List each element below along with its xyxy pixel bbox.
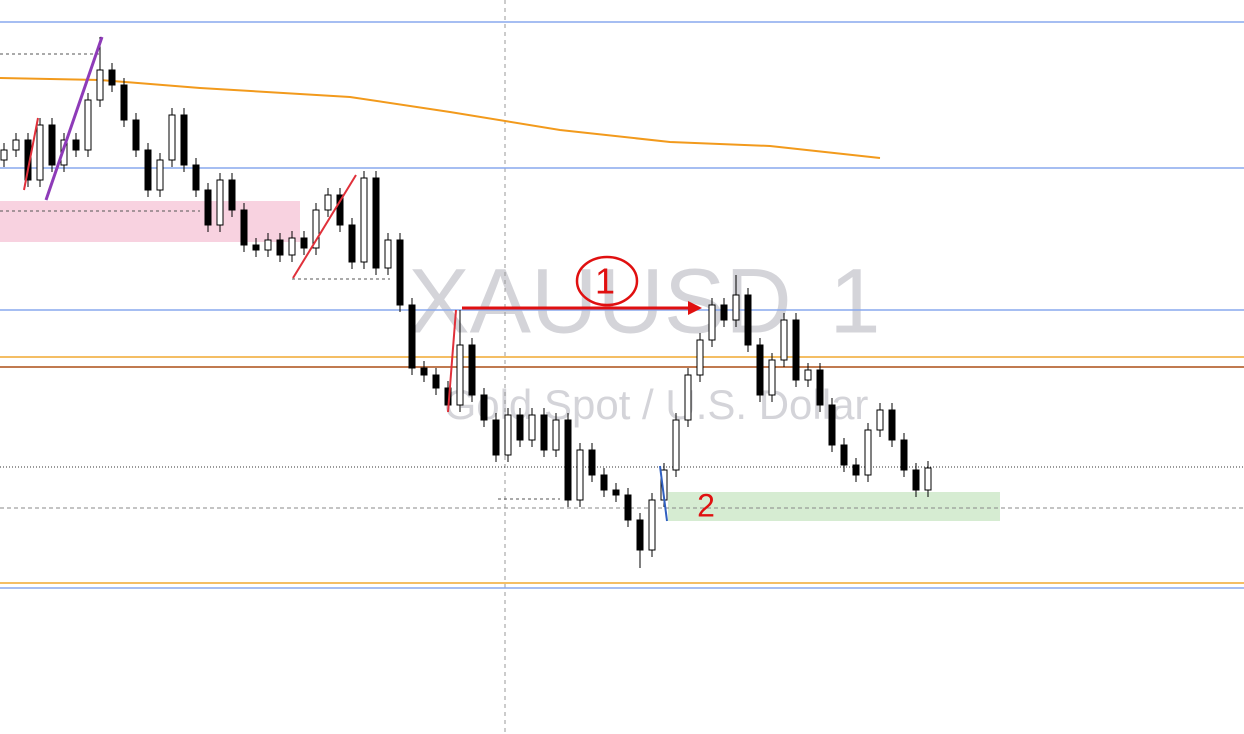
candle-body [396,239,404,306]
candle-body [48,124,56,166]
arrow-head [688,301,702,315]
candle-body [780,319,788,361]
candle-body [732,294,740,321]
candle-body [624,494,632,521]
candle-body [0,149,8,161]
watermark-timeframe: 1 [829,250,880,352]
candle-body [216,179,224,226]
candle-body [552,419,560,451]
candle-body [372,177,380,269]
candle-body [756,344,764,396]
zone-pink [0,201,300,242]
trend-line [659,465,668,522]
candle-body [36,124,44,181]
candle-body [312,209,320,249]
candle-body [72,139,80,151]
candle-body [804,369,812,381]
candle-body [492,419,500,456]
candle-body [240,209,248,246]
candle-body [900,439,908,471]
zone-green [668,492,1000,521]
candle-body [288,237,296,256]
candle-body [168,114,176,161]
candle-body [468,344,476,396]
candle-body [480,394,488,421]
candle-body [264,239,272,251]
candle-body [828,404,836,446]
candle-body [540,414,548,451]
candle-body [696,339,704,376]
candle-body [252,244,260,251]
trend-line [44,36,104,201]
candle-body [504,414,512,456]
candle-body [792,319,800,381]
candle-body [360,177,368,263]
annotation-circle [575,255,639,307]
candle-body [564,419,572,501]
candle-body [744,294,752,346]
candle-body [348,224,356,263]
candle-body [192,164,200,191]
trend-line [23,117,39,191]
annotation: 2 [697,487,715,523]
candle-body [816,369,824,406]
candle-body [876,409,884,431]
watermark-symbol: XAUUSD [408,250,791,352]
candle-body [180,114,188,166]
candle-body [156,159,164,191]
candle-body [528,414,536,441]
candle-body [576,449,584,501]
candle-body [852,464,860,476]
moving-average [0,77,881,159]
candle-body [708,304,716,341]
candle-body [12,139,20,151]
candle-body [888,409,896,441]
candle-body [720,304,728,321]
candle-body [864,429,872,476]
candle-body [120,84,128,121]
candle-body [648,499,656,551]
candle-body [432,374,440,389]
candle-body [588,449,596,476]
annotation: 1 [595,261,615,302]
candle-body [132,119,140,151]
candle-body [144,149,152,191]
candle-body [924,467,932,491]
candle-body [840,444,848,466]
candle-body [384,239,392,269]
candle-body [96,69,104,101]
candle-body [684,374,692,421]
candle-body [336,194,344,226]
candle-body [600,474,608,491]
candle-body [228,179,236,211]
candle-body [672,419,680,471]
candle-body [768,359,776,396]
watermark-description: Gold Spot / U.S. Dollar [444,381,869,428]
candle-body [108,69,116,86]
trend-line [447,309,457,413]
candle-body [84,99,92,151]
candle-body [912,469,920,491]
candle-body [24,139,32,181]
candle-body [204,189,212,226]
candle-body [420,367,428,376]
candle-body [408,304,416,369]
candle-body [324,194,332,211]
candle-body [612,489,620,496]
candle-body [300,237,308,249]
candle-body [276,239,284,256]
candle-body [636,519,644,551]
candle-body [516,414,524,441]
candles [0,37,932,568]
candle-body [456,344,464,406]
trend-line [292,174,357,279]
